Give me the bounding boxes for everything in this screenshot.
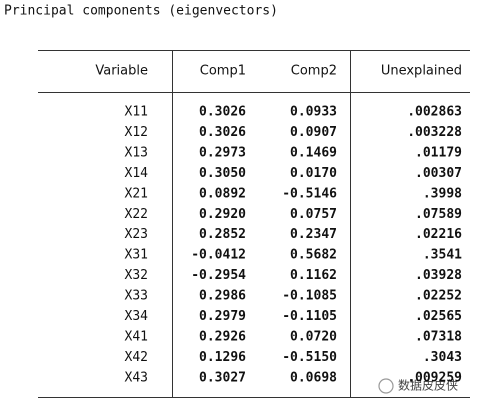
- cell-value: 0.0907: [290, 125, 337, 140]
- row-label: X22: [125, 207, 148, 222]
- cell-value: 0.0170: [290, 166, 337, 181]
- row-label: X31: [125, 248, 148, 263]
- cell-value: 0.2926: [199, 329, 246, 344]
- cell-value: .3043: [423, 350, 462, 365]
- cell-value: 0.3026: [199, 125, 246, 140]
- cell-value: .07318: [415, 329, 462, 344]
- cell-value: -0.5150: [282, 350, 337, 365]
- cell-value: 0.2979: [199, 309, 246, 324]
- cell-value: .01179: [415, 145, 462, 160]
- column-header: Unexplained: [381, 64, 462, 79]
- cell-value: .03928: [415, 268, 462, 283]
- row-label: X34: [125, 309, 149, 324]
- column-header: Comp1: [200, 64, 246, 79]
- output-title: Principal components (eigenvectors): [4, 4, 278, 19]
- cell-value: 0.3050: [199, 166, 246, 181]
- cell-value: .002863: [407, 105, 462, 120]
- cell-value: 0.0757: [290, 207, 337, 222]
- row-label: X33: [125, 289, 148, 304]
- cell-value: -0.1085: [282, 289, 337, 304]
- cell-value: 0.0933: [290, 105, 337, 120]
- cell-value: .07589: [415, 207, 462, 222]
- watermark-text: 数据皮皮侠: [398, 378, 458, 393]
- cell-value: .003228: [407, 125, 462, 140]
- cell-value: 0.2973: [199, 145, 246, 160]
- cell-value: -0.0412: [191, 248, 246, 263]
- cell-value: -0.2954: [191, 268, 246, 283]
- cell-value: .00307: [415, 166, 462, 181]
- cell-value: 0.2920: [199, 207, 246, 222]
- row-label: X11: [125, 105, 148, 120]
- row-label: X21: [125, 186, 148, 201]
- cell-value: 0.2986: [199, 289, 246, 304]
- cell-value: 0.0698: [290, 370, 337, 385]
- cell-value: .02216: [415, 227, 462, 242]
- cell-value: .02565: [415, 309, 462, 324]
- cell-value: 0.1469: [290, 145, 337, 160]
- cell-value: 0.1162: [290, 268, 337, 283]
- cell-value: 0.2852: [199, 227, 246, 242]
- watermark: 数据皮皮侠: [378, 378, 458, 394]
- cell-value: .3541: [423, 248, 462, 263]
- row-label: X41: [125, 329, 148, 344]
- cell-value: 0.5682: [290, 248, 337, 263]
- cell-value: -0.1105: [282, 309, 337, 324]
- watermark-icon: [378, 378, 394, 394]
- cell-value: .02252: [415, 289, 462, 304]
- row-label: X42: [125, 350, 148, 365]
- row-label: X12: [125, 125, 148, 140]
- column-header: Comp2: [291, 64, 337, 79]
- row-label: X43: [125, 370, 148, 385]
- cell-value: -0.5146: [282, 186, 337, 201]
- cell-value: 0.0720: [290, 329, 337, 344]
- row-label: X14: [125, 166, 149, 181]
- row-label: X13: [125, 145, 148, 160]
- cell-value: 0.3027: [199, 370, 246, 385]
- row-label: X23: [125, 227, 148, 242]
- cell-value: .009259: [407, 370, 462, 385]
- cell-value: .3998: [423, 186, 462, 201]
- column-header: Variable: [95, 64, 148, 79]
- cell-value: 0.3026: [199, 105, 246, 120]
- row-label: X32: [125, 268, 148, 283]
- cell-value: 0.0892: [199, 186, 246, 201]
- cell-value: 0.1296: [199, 350, 246, 365]
- cell-value: 0.2347: [290, 227, 337, 242]
